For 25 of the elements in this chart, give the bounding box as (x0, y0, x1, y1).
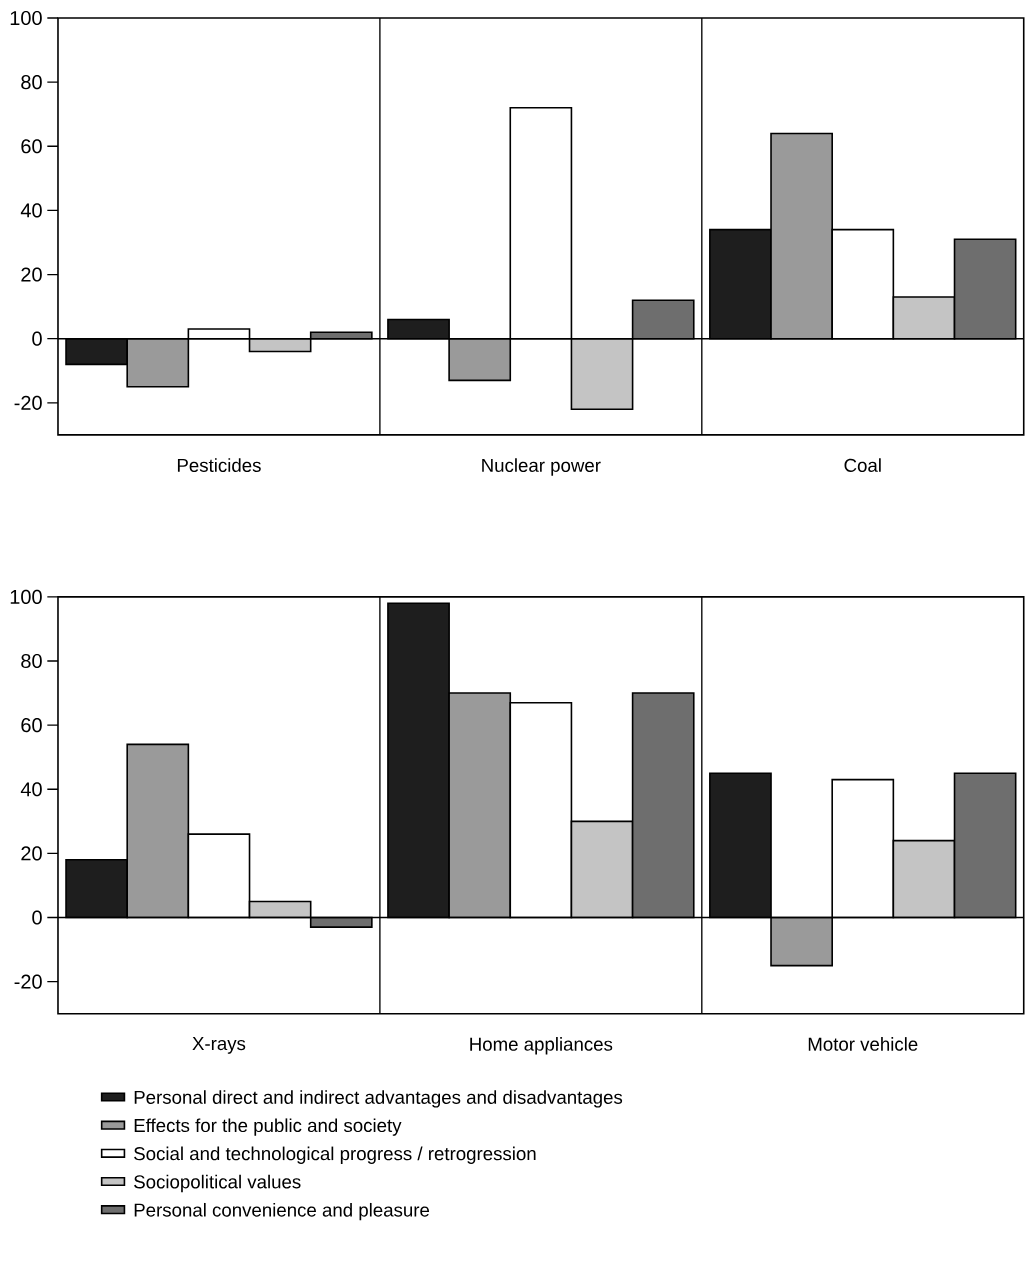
legend-label: Personal convenience and pleasure (134, 1202, 430, 1221)
y-tick-label: -20 (14, 395, 42, 410)
y-tick-label: 100 (10, 589, 42, 604)
y-tick-label: 40 (20, 203, 42, 218)
y-tick-label: 20 (21, 846, 42, 861)
x-tick-label: Nuclear power (482, 458, 601, 476)
y-tick-label: 20 (21, 267, 42, 282)
y-tick-label: 80 (21, 653, 42, 669)
legend-label: Personal direct and indirect advantages and disadvantages (134, 1090, 623, 1108)
y-tick-label: 0 (32, 331, 42, 346)
legend-label: Sociopolitical values (134, 1174, 301, 1193)
y-tick-label: 60 (21, 139, 42, 154)
y-tick-label: 80 (21, 75, 42, 90)
y-tick-label: 60 (21, 718, 42, 733)
legend-label: Social and technological progress / retrogression (134, 1146, 536, 1164)
x-tick-label: Home appliances (470, 1037, 613, 1055)
x-tick-label: Pesticides (178, 458, 261, 472)
y-tick-label: -20 (14, 974, 42, 989)
legend-label: Effects for the public and society (134, 1118, 402, 1136)
y-tick-label: 100 (10, 10, 42, 26)
x-tick-label: Motor vehicle (808, 1037, 918, 1051)
x-tick-label: X-rays (192, 1037, 246, 1054)
x-tick-label: Coal (844, 458, 881, 472)
y-tick-label: 0 (32, 910, 42, 925)
y-tick-label: 40 (20, 782, 42, 797)
